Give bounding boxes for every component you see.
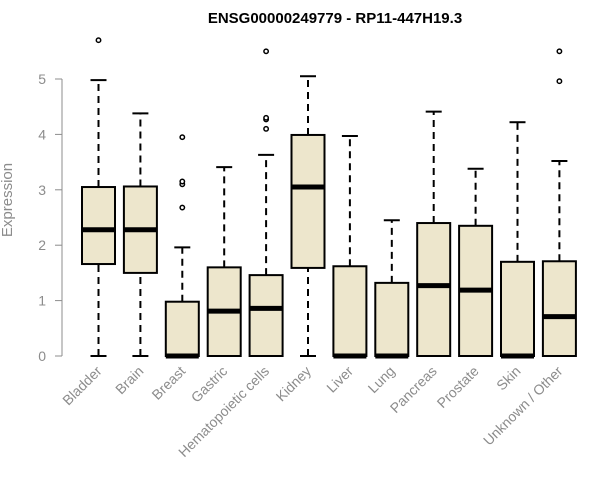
x-category-label: Lung [365,363,398,396]
box-lung [374,219,410,359]
y-tick-label: 4 [38,126,46,142]
iqr-box [374,281,410,358]
outlier-point [556,48,563,55]
box-liver [332,135,368,359]
iqr-box [164,300,200,358]
iqr-box [332,265,368,358]
box-unknown-other [541,48,577,357]
box-skin [500,121,535,359]
box-gastric [206,166,242,357]
x-category-label: Skin [493,363,524,394]
box-pancreas [416,110,452,357]
y-axis-label: Expression [0,163,16,237]
outlier-point [263,48,270,55]
x-category-label: Prostate [434,363,482,411]
x-category-label: Pancreas [387,363,440,416]
y-tick-label: 2 [38,237,46,253]
outlier-point [95,37,102,44]
x-category-label: Bladder [59,363,105,409]
y-tick-label: 5 [38,71,46,87]
iqr-box [500,260,535,358]
y-tick-label: 1 [38,293,46,309]
x-category-label: Kidney [273,363,315,405]
outlier-point [263,125,270,132]
outlier-point [263,114,270,121]
box-hematopoietic-cells [248,48,284,357]
outlier-point [179,178,186,185]
box-brain [122,112,158,357]
outlier-point [556,78,563,85]
outlier-point [179,204,186,211]
box-bladder [81,37,116,357]
y-tick-label: 0 [38,348,46,364]
box-kidney [290,75,326,357]
x-category-label: Liver [323,363,356,396]
iqr-box [290,133,326,269]
boxplot-series [81,37,577,359]
x-category-label: Breast [148,363,188,403]
box-breast [164,134,200,359]
iqr-box [541,260,577,357]
outlier-point [179,134,186,141]
x-category-label: Brain [112,363,146,397]
iqr-box [416,222,452,357]
chart-title: ENSG00000249779 - RP11-447H19.3 [208,10,462,27]
y-tick-label: 3 [38,182,46,198]
x-category-label: Unknown / Other [480,363,566,449]
box-prostate [458,167,494,357]
iqr-box [248,274,284,357]
iqr-box [81,186,116,266]
y-axis: 0 1 2 3 4 5 [38,71,63,364]
